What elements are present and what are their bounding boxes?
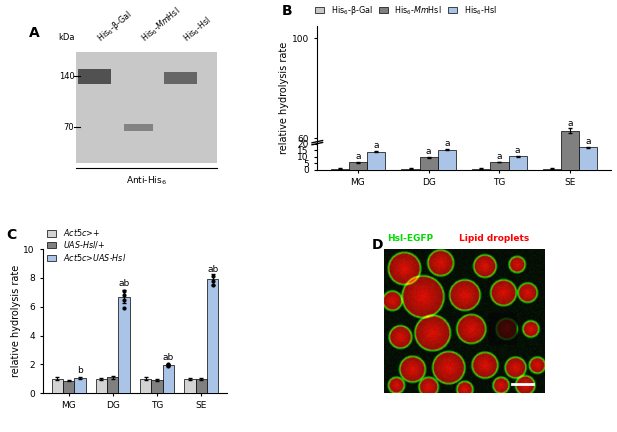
Text: ab: ab xyxy=(163,353,174,362)
Text: a: a xyxy=(444,139,450,148)
Text: b: b xyxy=(77,366,83,375)
Text: His$_6$-$\mathit{Mm}$Hsl: His$_6$-$\mathit{Mm}$Hsl xyxy=(139,4,183,44)
Y-axis label: relative hydrolysis rate: relative hydrolysis rate xyxy=(279,42,289,154)
Bar xyxy=(140,379,151,393)
Legend: $\mathit{Act5c}$>+, $\mathit{UAS\text{-}Hsl}$/+, $\mathit{Act5c}$>$\mathit{UAS\t: $\mathit{Act5c}$>+, $\mathit{UAS\text{-}… xyxy=(48,227,126,263)
Text: /: / xyxy=(451,234,454,243)
Bar xyxy=(163,365,174,393)
Text: D: D xyxy=(371,238,383,251)
Bar xyxy=(420,157,437,170)
Text: C: C xyxy=(7,228,17,241)
Text: kDa: kDa xyxy=(58,33,75,42)
Text: a: a xyxy=(373,141,379,150)
Bar xyxy=(164,72,197,83)
Text: B: B xyxy=(282,4,292,18)
Bar xyxy=(184,379,196,393)
Text: a: a xyxy=(568,119,573,128)
Bar xyxy=(96,379,107,393)
Bar xyxy=(107,377,118,393)
Text: a: a xyxy=(355,152,360,162)
Text: His$_6$-β-Gal: His$_6$-β-Gal xyxy=(94,8,135,44)
Bar xyxy=(74,378,86,393)
Bar xyxy=(437,149,456,170)
Bar xyxy=(543,168,561,170)
Bar xyxy=(151,380,163,393)
Text: a: a xyxy=(515,146,520,155)
Bar xyxy=(367,152,385,170)
Bar xyxy=(402,168,420,170)
Text: Anti-His$_6$: Anti-His$_6$ xyxy=(126,174,167,187)
Legend: His$_6$-β-Gal, His$_6$-$\mathit{Mm}$Hsl, His$_6$-Hsl: His$_6$-β-Gal, His$_6$-$\mathit{Mm}$Hsl,… xyxy=(315,4,497,17)
Text: Lipid droplets: Lipid droplets xyxy=(459,234,529,243)
Bar xyxy=(196,379,207,393)
Text: ab: ab xyxy=(118,280,130,288)
Bar xyxy=(491,162,508,170)
Bar xyxy=(207,280,218,393)
Text: 70: 70 xyxy=(64,123,75,132)
Text: a: a xyxy=(497,152,502,161)
Bar xyxy=(78,69,111,83)
Bar xyxy=(472,168,491,170)
Text: His$_6$-Hsl: His$_6$-Hsl xyxy=(181,14,214,44)
Bar xyxy=(349,162,367,170)
Text: a: a xyxy=(426,147,431,156)
Bar xyxy=(63,381,74,393)
Text: ab: ab xyxy=(207,265,218,274)
Y-axis label: relative hydrolysis rate: relative hydrolysis rate xyxy=(10,265,20,377)
Bar xyxy=(508,156,527,170)
Text: Hsl-EGFP: Hsl-EGFP xyxy=(387,234,433,243)
Bar xyxy=(77,52,217,163)
Text: a: a xyxy=(586,137,591,146)
Bar xyxy=(579,147,597,170)
Bar xyxy=(124,124,153,131)
Text: 140: 140 xyxy=(59,72,75,81)
Bar xyxy=(118,297,130,393)
Bar xyxy=(331,168,349,170)
Text: A: A xyxy=(28,26,39,40)
Bar xyxy=(52,379,63,393)
Bar xyxy=(561,131,579,170)
